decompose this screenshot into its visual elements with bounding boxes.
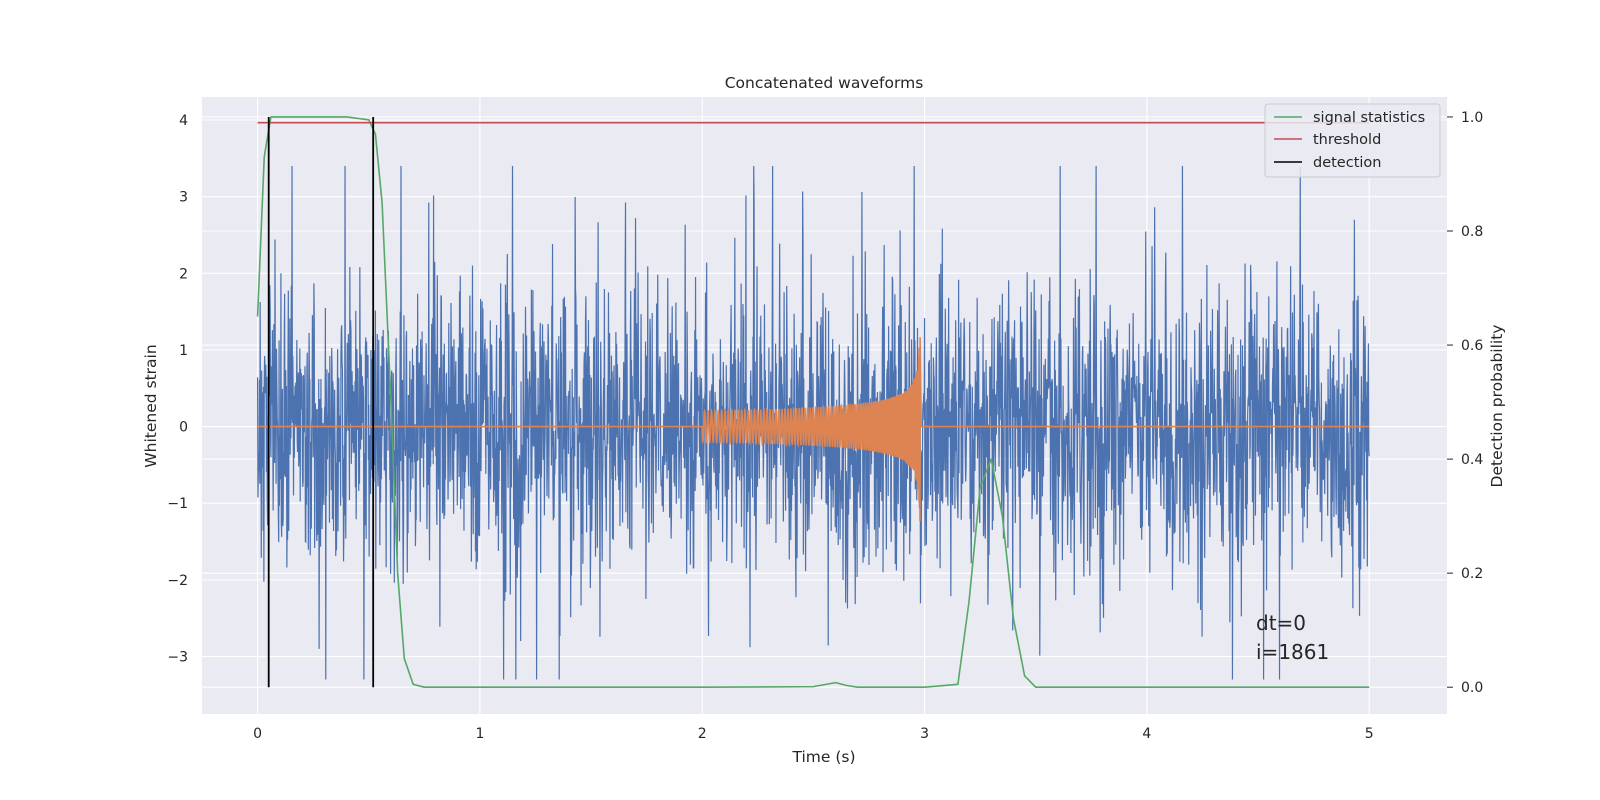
grid (202, 97, 1447, 714)
legend-label-signal: signal statistics (1313, 110, 1425, 126)
y-tick-label: 4 (179, 113, 188, 129)
y-right-tick-label: 0.6 (1461, 338, 1483, 354)
annotation-block: dt=0 i=1861 (1256, 611, 1329, 664)
y-tick-label: 2 (179, 266, 188, 282)
x-tick-label: 4 (1142, 726, 1151, 742)
y-right-tick-label: 0.2 (1461, 566, 1483, 582)
y-tick-label: 1 (179, 343, 188, 359)
y-ticks: 4 3 2 1 0 −1 −2 −3 (167, 113, 188, 666)
x-tick-label: 0 (253, 726, 262, 742)
legend-label-threshold: threshold (1313, 132, 1381, 148)
x-tick-label: 1 (475, 726, 484, 742)
y-right-tick-label: 0.0 (1461, 680, 1483, 696)
y-tick-label: −1 (167, 496, 188, 512)
y-right-tick-label: 1.0 (1461, 110, 1483, 126)
y-ticks-right: 1.0 0.8 0.6 0.4 0.2 0.0 (1447, 110, 1483, 696)
x-tick-label: 2 (698, 726, 707, 742)
y-tick-label: 3 (179, 190, 188, 206)
signal-statistics-line (256, 116, 1370, 688)
y-right-tick-label: 0.8 (1461, 224, 1483, 240)
chart-title: Concatenated waveforms (725, 74, 924, 92)
waveform-series-line (257, 337, 1370, 522)
y-axis-label: Whitened strain (142, 344, 160, 467)
x-axis-label: Time (s) (791, 748, 855, 766)
y-axis-label-right: Detection probability (1488, 325, 1506, 488)
y-right-tick-label: 0.4 (1461, 452, 1483, 468)
annotation-dt: dt=0 (1256, 611, 1306, 635)
y-tick-label: −2 (167, 573, 188, 589)
legend-label-detection: detection (1313, 155, 1381, 171)
x-tick-label: 5 (1365, 726, 1374, 742)
y-tick-label: 0 (179, 420, 188, 436)
series-layer (256, 116, 1370, 688)
y-tick-label: −3 (167, 650, 188, 666)
x-tick-label: 3 (920, 726, 929, 742)
legend: signal statistics threshold detection (1264, 103, 1441, 178)
legend-box (1264, 103, 1441, 178)
x-ticks: 0 1 2 3 4 5 (253, 726, 1374, 742)
annotation-index: i=1861 (1256, 640, 1329, 664)
